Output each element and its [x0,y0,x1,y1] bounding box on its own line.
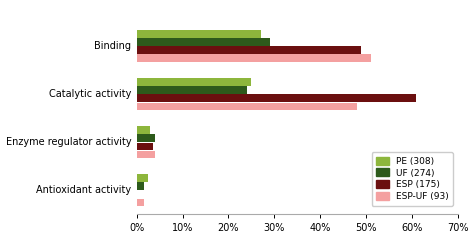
Bar [137,142,153,150]
Bar [137,78,251,86]
Bar [137,46,361,54]
Bar [137,199,144,206]
Bar [137,54,371,62]
Bar [137,182,144,190]
Legend: PE (308), UF (274), ESP (175), ESP-UF (93): PE (308), UF (274), ESP (175), ESP-UF (9… [372,152,453,206]
Bar [137,38,270,46]
Bar [137,103,357,110]
Bar [137,151,155,158]
Bar [137,126,150,134]
Bar [137,86,247,94]
Bar [137,30,261,38]
Bar [137,94,417,102]
Bar [137,134,155,142]
Bar [137,174,148,182]
